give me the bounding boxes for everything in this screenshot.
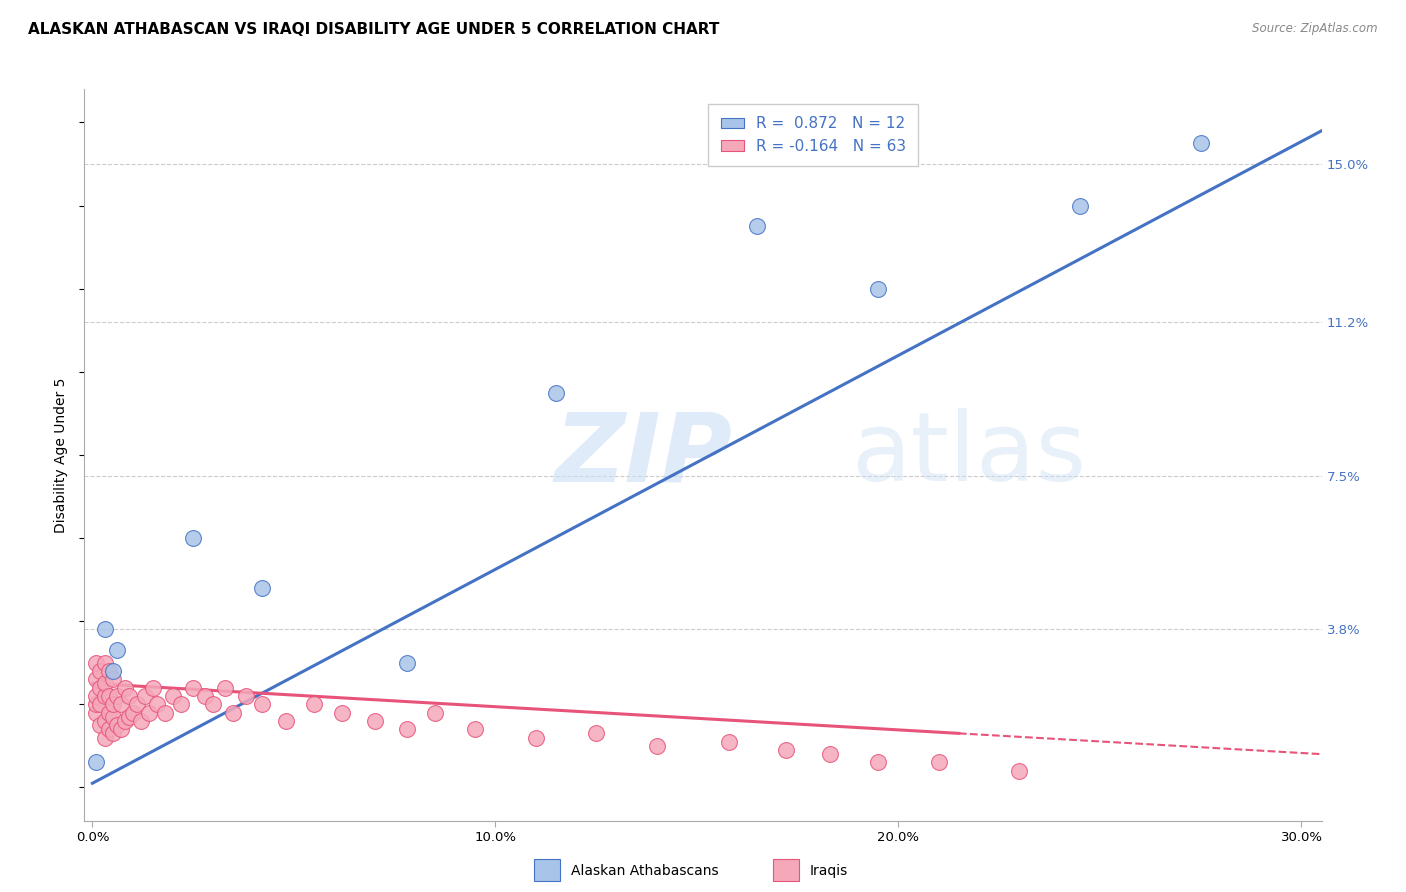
Point <box>89 664 111 678</box>
Point <box>129 714 152 728</box>
Point <box>464 723 486 737</box>
Point <box>235 689 257 703</box>
Text: Iraqis: Iraqis <box>810 863 848 878</box>
Point <box>89 698 111 712</box>
Point <box>818 747 841 761</box>
Point <box>114 681 136 695</box>
Point <box>86 706 108 720</box>
Text: Source: ZipAtlas.com: Source: ZipAtlas.com <box>1253 22 1378 36</box>
Point <box>194 689 217 703</box>
Point <box>585 726 607 740</box>
Text: ZIP: ZIP <box>554 409 733 501</box>
Point <box>274 714 297 728</box>
Point <box>170 698 193 712</box>
Point <box>110 723 132 737</box>
Point <box>222 706 245 720</box>
Point <box>97 689 120 703</box>
Point <box>93 656 115 670</box>
Point <box>544 385 567 400</box>
Point <box>775 743 797 757</box>
Point <box>89 718 111 732</box>
Point <box>162 689 184 703</box>
Point <box>101 698 124 712</box>
Point <box>250 581 273 595</box>
Point <box>718 734 741 748</box>
Point <box>214 681 236 695</box>
Point <box>86 689 108 703</box>
Point <box>86 756 108 770</box>
Point <box>395 723 418 737</box>
Point <box>118 710 141 724</box>
Point <box>86 656 108 670</box>
Point <box>134 689 156 703</box>
Point <box>121 706 143 720</box>
Point <box>524 731 547 745</box>
Point <box>250 698 273 712</box>
Point <box>86 673 108 687</box>
Point <box>181 531 204 545</box>
Point <box>93 731 115 745</box>
Point <box>118 689 141 703</box>
Point <box>395 656 418 670</box>
Point <box>138 706 160 720</box>
Point <box>101 673 124 687</box>
Point <box>928 756 950 770</box>
Point <box>93 689 115 703</box>
Point <box>86 698 108 712</box>
Point <box>202 698 225 712</box>
Point <box>142 681 165 695</box>
Point <box>101 726 124 740</box>
Point <box>105 689 128 703</box>
Point <box>125 698 148 712</box>
Point <box>1069 198 1091 212</box>
Point <box>868 756 890 770</box>
Point <box>110 698 132 712</box>
Text: ALASKAN ATHABASCAN VS IRAQI DISABILITY AGE UNDER 5 CORRELATION CHART: ALASKAN ATHABASCAN VS IRAQI DISABILITY A… <box>28 22 720 37</box>
Point <box>89 681 111 695</box>
Point <box>363 714 385 728</box>
Point <box>105 718 128 732</box>
Point <box>97 706 120 720</box>
Point <box>101 664 124 678</box>
Text: Alaskan Athabascans: Alaskan Athabascans <box>571 863 718 878</box>
Point <box>153 706 176 720</box>
Legend: R =  0.872   N = 12, R = -0.164   N = 63: R = 0.872 N = 12, R = -0.164 N = 63 <box>709 104 918 166</box>
Point <box>146 698 169 712</box>
Point <box>302 698 325 712</box>
Point <box>1008 764 1031 778</box>
Point <box>97 723 120 737</box>
Y-axis label: Disability Age Under 5: Disability Age Under 5 <box>55 377 69 533</box>
Point <box>114 714 136 728</box>
Point <box>423 706 446 720</box>
Point <box>105 643 128 657</box>
Point <box>868 282 890 296</box>
Point <box>330 706 353 720</box>
Point <box>1189 136 1212 151</box>
Point <box>93 714 115 728</box>
Point <box>645 739 668 753</box>
Point <box>181 681 204 695</box>
Point <box>93 676 115 690</box>
Point <box>97 664 120 678</box>
Text: atlas: atlas <box>852 409 1087 501</box>
Point <box>747 219 769 234</box>
Point <box>101 710 124 724</box>
Point <box>93 623 115 637</box>
